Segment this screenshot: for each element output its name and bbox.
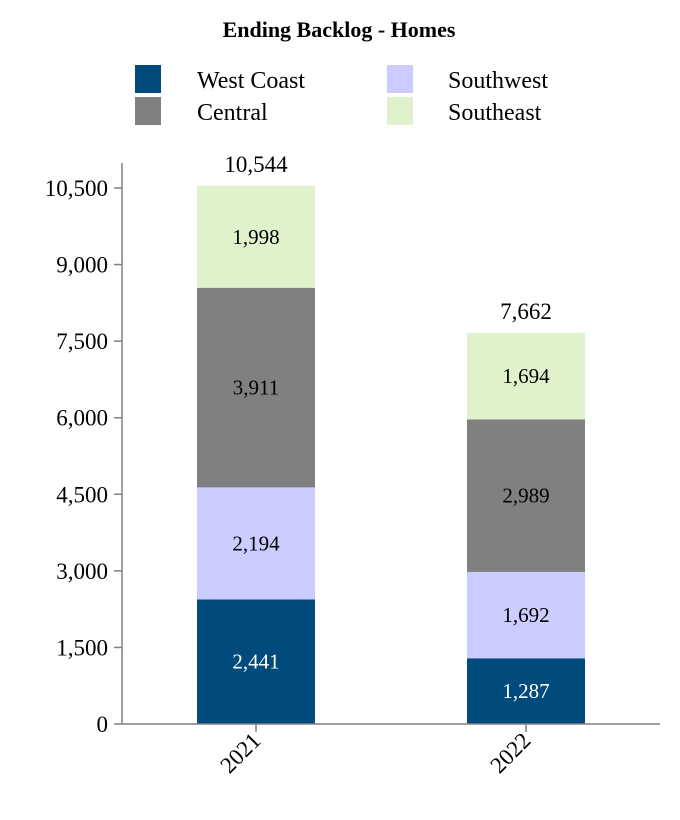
legend-swatch-west-coast bbox=[135, 65, 161, 93]
x-tick-label-2021: 2021 bbox=[215, 728, 265, 778]
y-tick-label: 0 bbox=[97, 712, 109, 737]
legend-item-west-coast: West Coast bbox=[135, 65, 305, 94]
legend-swatch-southeast bbox=[387, 97, 413, 125]
bar-west-coast-2022 bbox=[467, 658, 585, 724]
chart-title: Ending Backlog - Homes bbox=[223, 17, 456, 42]
data-label-southwest-2022: 1,692 bbox=[502, 603, 549, 627]
bar-central-2022 bbox=[467, 419, 585, 572]
legend-swatch-southwest bbox=[387, 65, 413, 93]
data-label-southeast-2021: 1,998 bbox=[232, 225, 279, 249]
total-label-2021: 10,544 bbox=[224, 152, 288, 177]
legend-swatch-central bbox=[135, 97, 161, 125]
x-tick-label-2022: 2022 bbox=[485, 728, 535, 778]
y-tick-label: 7,500 bbox=[56, 329, 108, 354]
data-label-west-coast-2021: 2,441 bbox=[232, 650, 279, 674]
legend-label-southeast: Southeast bbox=[448, 100, 542, 126]
bar-southeast-2022 bbox=[467, 332, 585, 420]
total-label-2022: 7,662 bbox=[500, 299, 552, 324]
legend-item-central: Central bbox=[135, 97, 268, 126]
data-label-central-2021: 3,911 bbox=[233, 376, 279, 400]
y-tick-label: 4,500 bbox=[56, 482, 108, 507]
plot-area: 2,441 2,194 3,911 1,998 10,544 1,287 1,692 2,98… bbox=[45, 152, 660, 778]
data-label-southeast-2022: 1,694 bbox=[502, 364, 550, 388]
bar-west-coast-2021 bbox=[197, 599, 315, 724]
y-tick-label: 3,000 bbox=[56, 559, 108, 584]
bar-southwest-2021 bbox=[197, 487, 315, 600]
y-tick-label: 1,500 bbox=[56, 635, 108, 660]
data-label-southwest-2021: 2,194 bbox=[232, 531, 280, 555]
data-label-central-2022: 2,989 bbox=[502, 484, 549, 508]
y-tick-label: 6,000 bbox=[56, 406, 108, 431]
legend-label-west-coast: West Coast bbox=[197, 68, 305, 94]
bar-southeast-2021 bbox=[197, 185, 315, 288]
bar-southwest-2022 bbox=[467, 571, 585, 659]
y-tick-label: 10,500 bbox=[45, 176, 108, 201]
bar-central-2021 bbox=[197, 287, 315, 488]
y-tick-label: 9,000 bbox=[56, 253, 108, 278]
legend-item-southeast: Southeast bbox=[387, 97, 542, 126]
legend-label-southwest: Southwest bbox=[448, 68, 548, 94]
data-label-west-coast-2022: 1,287 bbox=[502, 679, 549, 703]
legend-item-southwest: Southwest bbox=[387, 65, 548, 94]
legend: West Coast Southwest Central Southeast bbox=[135, 65, 548, 126]
legend-label-central: Central bbox=[197, 100, 268, 126]
